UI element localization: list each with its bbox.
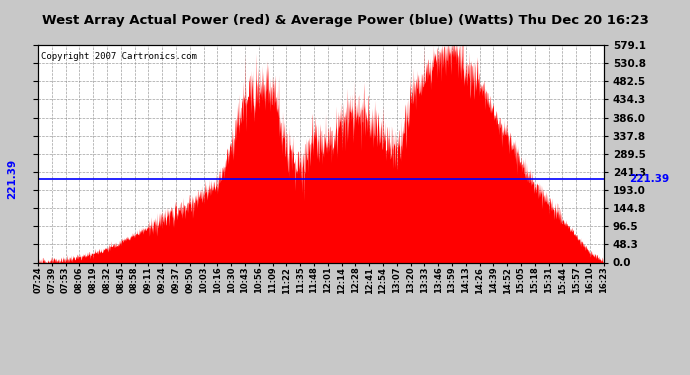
Text: 221.39: 221.39 xyxy=(8,159,17,200)
Text: West Array Actual Power (red) & Average Power (blue) (Watts) Thu Dec 20 16:23: West Array Actual Power (red) & Average … xyxy=(41,14,649,27)
Text: Copyright 2007 Cartronics.com: Copyright 2007 Cartronics.com xyxy=(41,51,197,60)
Text: 221.39: 221.39 xyxy=(629,174,669,184)
